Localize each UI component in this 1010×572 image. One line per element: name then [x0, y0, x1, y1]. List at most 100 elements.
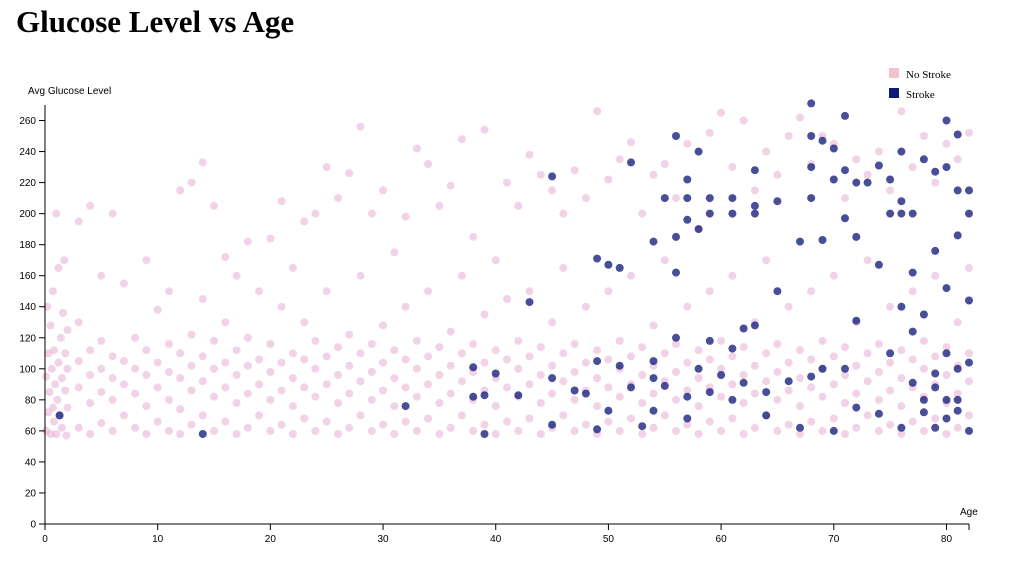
point-stroke — [897, 147, 906, 156]
point-no-stroke — [277, 197, 286, 206]
point-stroke — [919, 310, 928, 319]
y-tick-label: 100 — [19, 364, 36, 375]
point-no-stroke — [638, 343, 647, 352]
point-no-stroke — [604, 383, 613, 392]
point-no-stroke — [47, 364, 56, 373]
point-no-stroke — [288, 374, 297, 383]
point-no-stroke — [672, 395, 680, 404]
point-no-stroke — [514, 426, 523, 435]
point-no-stroke — [446, 327, 455, 336]
point-no-stroke — [796, 113, 804, 122]
point-stroke — [784, 377, 793, 386]
point-no-stroke — [446, 389, 455, 398]
point-stroke — [829, 144, 838, 153]
point-no-stroke — [232, 399, 241, 407]
point-no-stroke — [807, 383, 816, 392]
point-no-stroke — [559, 263, 568, 272]
point-no-stroke — [401, 383, 410, 392]
point-no-stroke — [243, 361, 252, 370]
point-no-stroke — [311, 364, 320, 373]
point-no-stroke — [953, 155, 962, 164]
point-no-stroke — [97, 336, 106, 345]
point-no-stroke — [841, 343, 849, 352]
point-no-stroke — [931, 352, 940, 361]
point-no-stroke — [570, 166, 579, 175]
point-no-stroke — [165, 367, 173, 376]
legend-swatch-no-stroke — [889, 68, 899, 78]
point-no-stroke — [908, 417, 917, 426]
point-no-stroke — [50, 417, 58, 426]
point-stroke — [942, 349, 951, 358]
point-no-stroke — [108, 395, 117, 404]
point-no-stroke — [266, 395, 275, 404]
point-no-stroke — [61, 386, 70, 395]
point-stroke — [953, 364, 962, 373]
point-stroke — [919, 395, 928, 404]
point-no-stroke — [390, 346, 399, 355]
point-no-stroke — [514, 201, 523, 210]
point-no-stroke — [559, 377, 568, 386]
point-no-stroke — [717, 426, 726, 435]
point-no-stroke — [728, 380, 737, 389]
x-tick-label: 40 — [490, 534, 502, 545]
point-no-stroke — [57, 374, 66, 383]
point-stroke — [548, 420, 557, 429]
point-no-stroke — [232, 346, 241, 355]
point-no-stroke — [480, 310, 489, 319]
point-no-stroke — [491, 346, 500, 355]
point-no-stroke — [345, 389, 354, 398]
point-no-stroke — [953, 318, 962, 327]
point-stroke — [683, 215, 692, 224]
point-stroke — [886, 209, 895, 218]
point-no-stroke — [536, 170, 545, 179]
point-no-stroke — [131, 389, 140, 398]
point-stroke — [874, 409, 883, 418]
point-stroke — [694, 225, 703, 234]
point-no-stroke — [198, 295, 207, 303]
point-no-stroke — [379, 358, 387, 367]
point-stroke — [942, 163, 951, 172]
point-no-stroke — [672, 340, 680, 348]
point-stroke — [198, 430, 207, 438]
point-no-stroke — [897, 430, 906, 438]
point-no-stroke — [965, 128, 973, 137]
point-stroke — [897, 197, 906, 206]
point-no-stroke — [356, 349, 365, 358]
point-stroke — [897, 302, 906, 311]
x-tick-label: 10 — [152, 534, 164, 545]
point-no-stroke — [243, 237, 252, 246]
point-no-stroke — [356, 271, 365, 280]
point-stroke — [672, 268, 680, 277]
point-stroke — [480, 430, 489, 438]
point-no-stroke — [255, 355, 264, 364]
point-stroke — [931, 167, 940, 176]
point-no-stroke — [581, 358, 590, 367]
point-no-stroke — [243, 389, 252, 398]
point-no-stroke — [367, 340, 376, 348]
point-stroke — [728, 395, 737, 404]
point-stroke — [953, 395, 962, 404]
point-stroke — [525, 298, 534, 307]
point-no-stroke — [672, 426, 680, 435]
point-no-stroke — [717, 336, 726, 345]
point-no-stroke — [908, 163, 917, 172]
point-no-stroke — [593, 346, 602, 355]
point-stroke — [953, 130, 962, 139]
x-tick-label: 30 — [377, 534, 389, 545]
point-no-stroke — [288, 402, 297, 411]
point-stroke — [593, 254, 602, 263]
point-no-stroke — [897, 402, 906, 411]
point-stroke — [919, 155, 928, 164]
point-stroke — [401, 402, 410, 411]
point-no-stroke — [412, 336, 421, 345]
point-no-stroke — [334, 371, 342, 379]
point-stroke — [705, 194, 714, 203]
point-no-stroke — [796, 346, 804, 355]
point-no-stroke — [424, 160, 433, 168]
point-no-stroke — [165, 340, 173, 348]
point-stroke — [807, 99, 816, 108]
point-no-stroke — [322, 287, 331, 296]
point-no-stroke — [694, 374, 703, 383]
point-no-stroke — [874, 367, 883, 376]
point-stroke — [807, 372, 816, 381]
